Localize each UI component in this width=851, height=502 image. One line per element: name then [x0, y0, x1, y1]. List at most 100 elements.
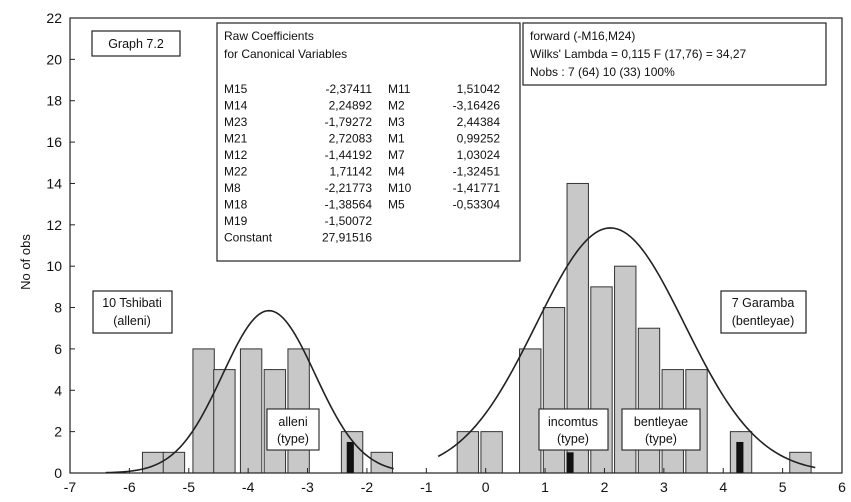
x-tick-label: -7	[64, 479, 77, 495]
coef-name: M19	[224, 214, 248, 228]
coef-value: 1,51042	[457, 82, 501, 96]
type-markers-group	[346, 441, 744, 473]
coef-value: -1,79272	[325, 115, 373, 129]
type-label-alleni-line-2: (type)	[277, 432, 309, 446]
bar	[239, 348, 263, 474]
fitted-normal-curve	[105, 309, 394, 474]
group-label-right: 7 Garamba (bentleyae)	[720, 290, 807, 334]
y-tick-label: 22	[46, 10, 62, 26]
bar	[456, 431, 480, 474]
coef-value: -1,44192	[325, 148, 373, 162]
bar	[192, 348, 215, 474]
graph-label: Graph 7.2	[108, 37, 164, 51]
coef-name: Constant	[224, 231, 273, 245]
group-right-line-2: (bentleyae)	[732, 314, 795, 328]
type-marker	[346, 441, 354, 473]
y-tick-label: 0	[54, 465, 62, 481]
y-tick-label: 6	[54, 341, 62, 357]
type-label-alleni: alleni (type)	[266, 408, 320, 451]
coef-value: -1,41771	[453, 181, 501, 195]
coef-name: M7	[388, 148, 405, 162]
coef-value: 2,24892	[329, 99, 373, 113]
coef-value: 0,99252	[457, 132, 501, 146]
type-marker	[566, 452, 574, 473]
y-tick-label: 14	[46, 175, 62, 191]
coef-name: M11	[388, 82, 411, 96]
x-tick-label: -6	[123, 479, 136, 495]
plot-frame	[69, 17, 843, 474]
bar	[370, 451, 393, 474]
type-label-incomtus: incomtus (type)	[538, 408, 609, 451]
y-axis-label: No of obs	[18, 234, 33, 290]
bar	[480, 431, 503, 474]
x-tick-label: -3	[301, 479, 314, 495]
bar	[789, 451, 812, 474]
bar	[162, 451, 186, 474]
coef-name: M10	[388, 181, 412, 195]
coef-name: M18	[224, 198, 248, 212]
coef-name: M15	[224, 82, 248, 96]
coef-name: M22	[224, 165, 248, 179]
y-tick-label: 12	[46, 217, 62, 233]
y-tick-label: 4	[54, 382, 62, 398]
y-tick-label: 2	[54, 424, 62, 440]
x-tick-label: -4	[242, 479, 255, 495]
group-label-left: 10 Tshibati (alleni)	[92, 290, 173, 334]
y-tick-label: 8	[54, 300, 62, 316]
coef-name: M14	[224, 99, 248, 113]
coef-name: M21	[224, 132, 248, 146]
coef-value: 1,71142	[330, 165, 373, 179]
y-tick-label: 18	[46, 93, 62, 109]
group-left-line-2: (alleni)	[113, 314, 151, 328]
x-tick-label: 1	[541, 479, 549, 495]
coef-value: -3,16426	[453, 99, 501, 113]
coef-value: -0,53304	[453, 198, 501, 212]
coefficients-title-2: for Canonical Variables	[224, 47, 347, 61]
coef-name: M5	[388, 198, 405, 212]
x-tick-label: 5	[779, 479, 787, 495]
type-label-bentleyae: bentleyae (type)	[621, 408, 701, 451]
coef-name: M8	[224, 181, 241, 195]
bar	[637, 327, 661, 474]
coef-value: -2,37411	[326, 82, 373, 96]
type-marker	[736, 441, 744, 473]
x-tick-label: 0	[482, 479, 490, 495]
y-tick-label: 20	[46, 51, 62, 67]
stats-line-2: Wilks' Lambda = 0,115 F (17,76) = 34,27	[530, 47, 747, 61]
coef-value: 2,72083	[329, 132, 373, 146]
coef-value: 1,03024	[457, 148, 501, 162]
fitted-normal-curve	[437, 227, 816, 469]
coef-value: -1,38564	[325, 198, 373, 212]
type-label-incomtus-line-2: (type)	[557, 432, 589, 446]
coef-name: M12	[224, 148, 248, 162]
group-right-line-1: 7 Garamba	[732, 296, 795, 310]
fitted-curves-group	[105, 227, 816, 474]
type-label-bentleyae-line-1: bentleyae	[634, 415, 688, 429]
coef-value: 2,44384	[457, 115, 501, 129]
x-tick-label: -5	[183, 479, 196, 495]
x-tick-label: 3	[660, 479, 668, 495]
x-tick-label: -1	[420, 479, 433, 495]
coefficients-title-1: Raw Coefficients	[224, 29, 314, 43]
stats-line-1: forward (-M16,M24)	[530, 29, 635, 43]
coef-name: M4	[388, 165, 405, 179]
type-label-alleni-line-1: alleni	[278, 415, 307, 429]
coef-value: -1,50072	[325, 214, 373, 228]
y-tick-label: 16	[46, 134, 62, 150]
coef-value: -1,32451	[453, 165, 501, 179]
graph-label-box: Graph 7.2	[91, 30, 181, 57]
x-tick-label: -2	[361, 479, 374, 495]
group-left-line-1: 10 Tshibati	[102, 296, 162, 310]
coef-name: M23	[224, 115, 248, 129]
coef-name: M1	[388, 132, 405, 146]
coef-value: 27,91516	[322, 231, 372, 245]
coef-name: M3	[388, 115, 405, 129]
y-tick-label: 10	[46, 258, 62, 274]
coefficients-box: Raw Coefficients for Canonical Variables…	[216, 22, 521, 262]
coef-name: M2	[388, 99, 405, 113]
x-tick-label: 4	[719, 479, 727, 495]
stats-line-3: Nobs : 7 (64) 10 (33) 100%	[530, 65, 675, 79]
type-label-incomtus-line-1: incomtus	[548, 415, 598, 429]
